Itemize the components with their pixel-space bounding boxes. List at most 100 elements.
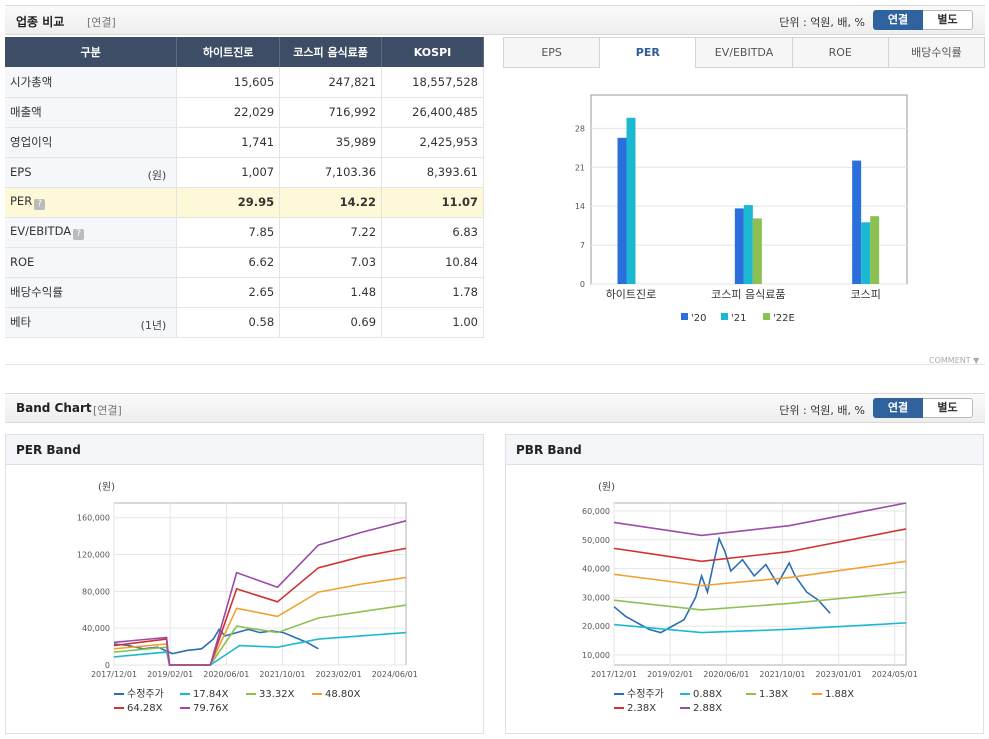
row-label-cell: PER? <box>5 187 178 218</box>
row-label: EPS <box>10 165 32 179</box>
tab-item[interactable]: EPS <box>503 37 600 68</box>
value-cell: 716,992 <box>279 97 383 128</box>
x-tick-label: 2020/06/01 <box>703 670 749 679</box>
y-tick-label: 21 <box>575 163 585 172</box>
legend-label: 2.88X <box>693 703 722 714</box>
value-cell: 2,425,953 <box>381 127 484 158</box>
x-tick-label: 2020/06/01 <box>203 670 249 679</box>
legend-swatch <box>763 313 770 320</box>
y-tick-label: 40,000 <box>582 565 610 574</box>
value-cell: 2.65 <box>176 277 281 308</box>
bar <box>852 160 862 284</box>
value-cell: 1.78 <box>381 277 484 308</box>
legend-label: '21 <box>731 313 746 324</box>
row-label-cell: 시가총액 <box>5 67 178 98</box>
value-cell: 14.22 <box>279 187 383 218</box>
help-icon[interactable]: ? <box>34 199 46 210</box>
row-label-cell: ROE <box>5 247 178 278</box>
header-company: 하이트진로 <box>176 37 281 67</box>
value-cell: 6.83 <box>381 217 484 248</box>
legend-label: '20 <box>691 313 706 324</box>
x-tick-label: 2024/06/01 <box>372 670 418 679</box>
y-tick-label: 7 <box>580 241 585 250</box>
bar <box>743 205 753 284</box>
legend-label: 0.88X <box>693 689 722 700</box>
row-label-cell: EV/EBITDA? <box>5 217 178 248</box>
x-tick-label: 2017/12/01 <box>591 670 637 679</box>
x-category-label: 코스피 <box>850 288 880 301</box>
table-row: 베타 (1년) 0.58 0.69 1.00 <box>5 307 484 338</box>
plot-area <box>613 502 907 666</box>
tab-item[interactable]: ROE <box>791 37 888 68</box>
header-category: 구분 <box>5 37 178 67</box>
value-cell: 7,103.36 <box>279 157 383 188</box>
x-tick-label: 2024/05/01 <box>872 670 918 679</box>
tab-item[interactable]: 배당수익률 <box>887 37 986 68</box>
compare-toggle: 연결 별도 <box>873 10 973 30</box>
per-band-title: PER Band <box>6 435 483 465</box>
row-label-cell: 매출액 <box>5 97 178 128</box>
pbr-band-panel: PBR Band (원) 10,000 20,000 30,000 40,000 50,0… <box>505 434 984 734</box>
row-label: 시가총액 <box>10 74 53 89</box>
tab-item[interactable]: PER <box>599 37 696 68</box>
tab-item[interactable]: EV/EBITDA <box>695 37 792 68</box>
value-cell: 26,400,485 <box>381 97 484 128</box>
value-cell: 18,557,528 <box>381 67 484 98</box>
value-cell: 247,821 <box>279 67 383 98</box>
pbr-band-title: PBR Band <box>506 435 983 465</box>
y-tick-label: 0 <box>105 661 110 670</box>
per-band-panel: PER Band (원) 0 40,000 80,000 120,000 160,000 2… <box>5 434 484 734</box>
divider <box>5 353 985 365</box>
row-unit: (원) <box>147 168 167 182</box>
row-label: EV/EBITDA <box>10 224 72 238</box>
help-icon[interactable]: ? <box>73 229 85 240</box>
per-band-chart: (원) 0 40,000 80,000 120,000 160,000 2017/12/01… <box>77 481 418 714</box>
y-tick-label: 30,000 <box>582 593 610 602</box>
legend-swatch <box>721 313 728 320</box>
value-cell: 35,989 <box>279 127 383 158</box>
band-separate-button[interactable]: 별도 <box>923 398 973 418</box>
series-line <box>613 536 831 634</box>
x-category-label: 코스피 음식료품 <box>711 288 785 301</box>
consolidated-button[interactable]: 연결 <box>873 10 923 30</box>
legend-label: 79.76X <box>193 703 229 714</box>
separate-button[interactable]: 별도 <box>923 10 973 30</box>
y-tick-label: 80,000 <box>82 587 110 596</box>
table-row: EV/EBITDA? 7.85 7.22 6.83 <box>5 217 484 248</box>
band-unit: 단위 : 억원, 배, % <box>779 404 865 417</box>
series-line <box>613 502 907 537</box>
value-cell: 1,007 <box>176 157 281 188</box>
table-row: 시가총액 15,605 247,821 18,557,528 <box>5 67 484 98</box>
comment-toggle[interactable]: COMMENT ▼ <box>929 356 980 365</box>
row-unit: (1년) <box>140 318 167 332</box>
bar <box>626 117 636 285</box>
value-cell: 10.84 <box>381 247 484 278</box>
bar <box>734 208 744 284</box>
bar <box>617 137 627 284</box>
value-cell: 7.03 <box>279 247 383 278</box>
legend-label: 1.88X <box>825 689 854 700</box>
row-label: 영업이익 <box>10 135 53 149</box>
row-label: PER <box>10 194 33 208</box>
band-consolidated-button[interactable]: 연결 <box>873 398 923 418</box>
row-label: 베타 <box>10 315 32 329</box>
x-category-label: 하이트진로 <box>606 287 657 301</box>
band-header: Band Chart [연결] 단위 : 억원, 배, % 연결 별도 <box>5 393 985 423</box>
y-tick-label: 160,000 <box>77 514 110 523</box>
legend-label: 수정주가 <box>627 688 664 700</box>
series-line <box>613 622 907 634</box>
metric-tabs: EPS PER EV/EBITDA ROE 배당수익률 <box>503 37 986 68</box>
value-cell: 1.00 <box>381 307 484 338</box>
value-cell: 7.85 <box>176 217 281 248</box>
y-tick-label: 50,000 <box>582 536 610 545</box>
row-label: ROE <box>10 255 35 269</box>
value-cell: 15,605 <box>176 67 281 98</box>
compare-table: 구분 하이트진로 코스피 음식료품 KOSPI 시가총액 15,605 247,82… <box>5 37 484 338</box>
bar <box>870 216 880 284</box>
value-cell: 22,029 <box>176 97 281 128</box>
header-industry: 코스피 음식료품 <box>279 37 383 67</box>
value-cell: 8,393.61 <box>381 157 484 188</box>
row-label: 매출액 <box>10 105 42 119</box>
y-tick-label: 0 <box>580 280 585 289</box>
value-cell: 1.48 <box>279 277 383 308</box>
